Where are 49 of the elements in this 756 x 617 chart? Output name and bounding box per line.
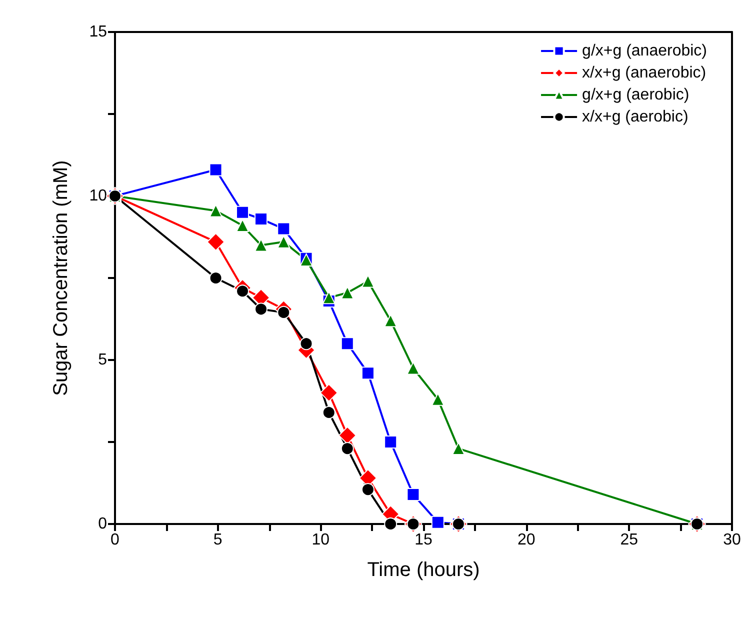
x-tick-label: 20: [517, 532, 536, 548]
point: [361, 483, 374, 496]
point: [277, 235, 290, 248]
point: [320, 384, 338, 402]
point: [406, 488, 420, 501]
point: [431, 392, 444, 406]
y-tick-label: 5: [98, 352, 108, 368]
point: [236, 206, 250, 219]
point: [236, 284, 250, 298]
x-tick-label: 5: [213, 532, 222, 548]
x-tick-label: 15: [414, 532, 432, 548]
x-axis-title: Time (hours): [367, 559, 480, 581]
point: [254, 302, 268, 316]
point: [209, 163, 222, 176]
y-tick-label: 0: [98, 516, 108, 532]
legend-label: g/x+g (aerobic): [582, 86, 690, 104]
point: [338, 426, 356, 444]
x-tick-label: 25: [620, 532, 638, 548]
point: [384, 518, 398, 530]
point: [277, 306, 290, 319]
point: [384, 436, 398, 448]
point: [277, 222, 290, 236]
legend-label: x/x+g (aerobic): [582, 108, 688, 126]
point: [361, 274, 374, 288]
point: [406, 362, 420, 375]
y-tick-label: 10: [89, 188, 108, 204]
point: [452, 442, 465, 456]
point: [384, 314, 398, 328]
point: [254, 238, 268, 252]
point: [340, 286, 354, 300]
x-tick-label: 0: [110, 532, 120, 548]
point: [322, 406, 336, 419]
point: [431, 516, 444, 529]
point: [300, 337, 313, 350]
point: [209, 272, 222, 284]
point: [340, 337, 354, 350]
y-tick-label: 15: [89, 24, 108, 40]
point: [236, 219, 250, 232]
x-tick-label: 10: [312, 532, 330, 548]
point: [209, 204, 222, 218]
point: [322, 291, 336, 304]
legend-label: g/x+g (anaerobic): [582, 42, 708, 60]
point: [340, 442, 354, 456]
x-tick-label: 30: [723, 532, 741, 548]
point: [254, 212, 268, 226]
y-axis-title: Sugar Concentration (mM): [50, 160, 72, 396]
point: [206, 232, 225, 251]
point: [361, 366, 374, 380]
legend-label: x/x+g (anaerobic): [582, 64, 706, 82]
